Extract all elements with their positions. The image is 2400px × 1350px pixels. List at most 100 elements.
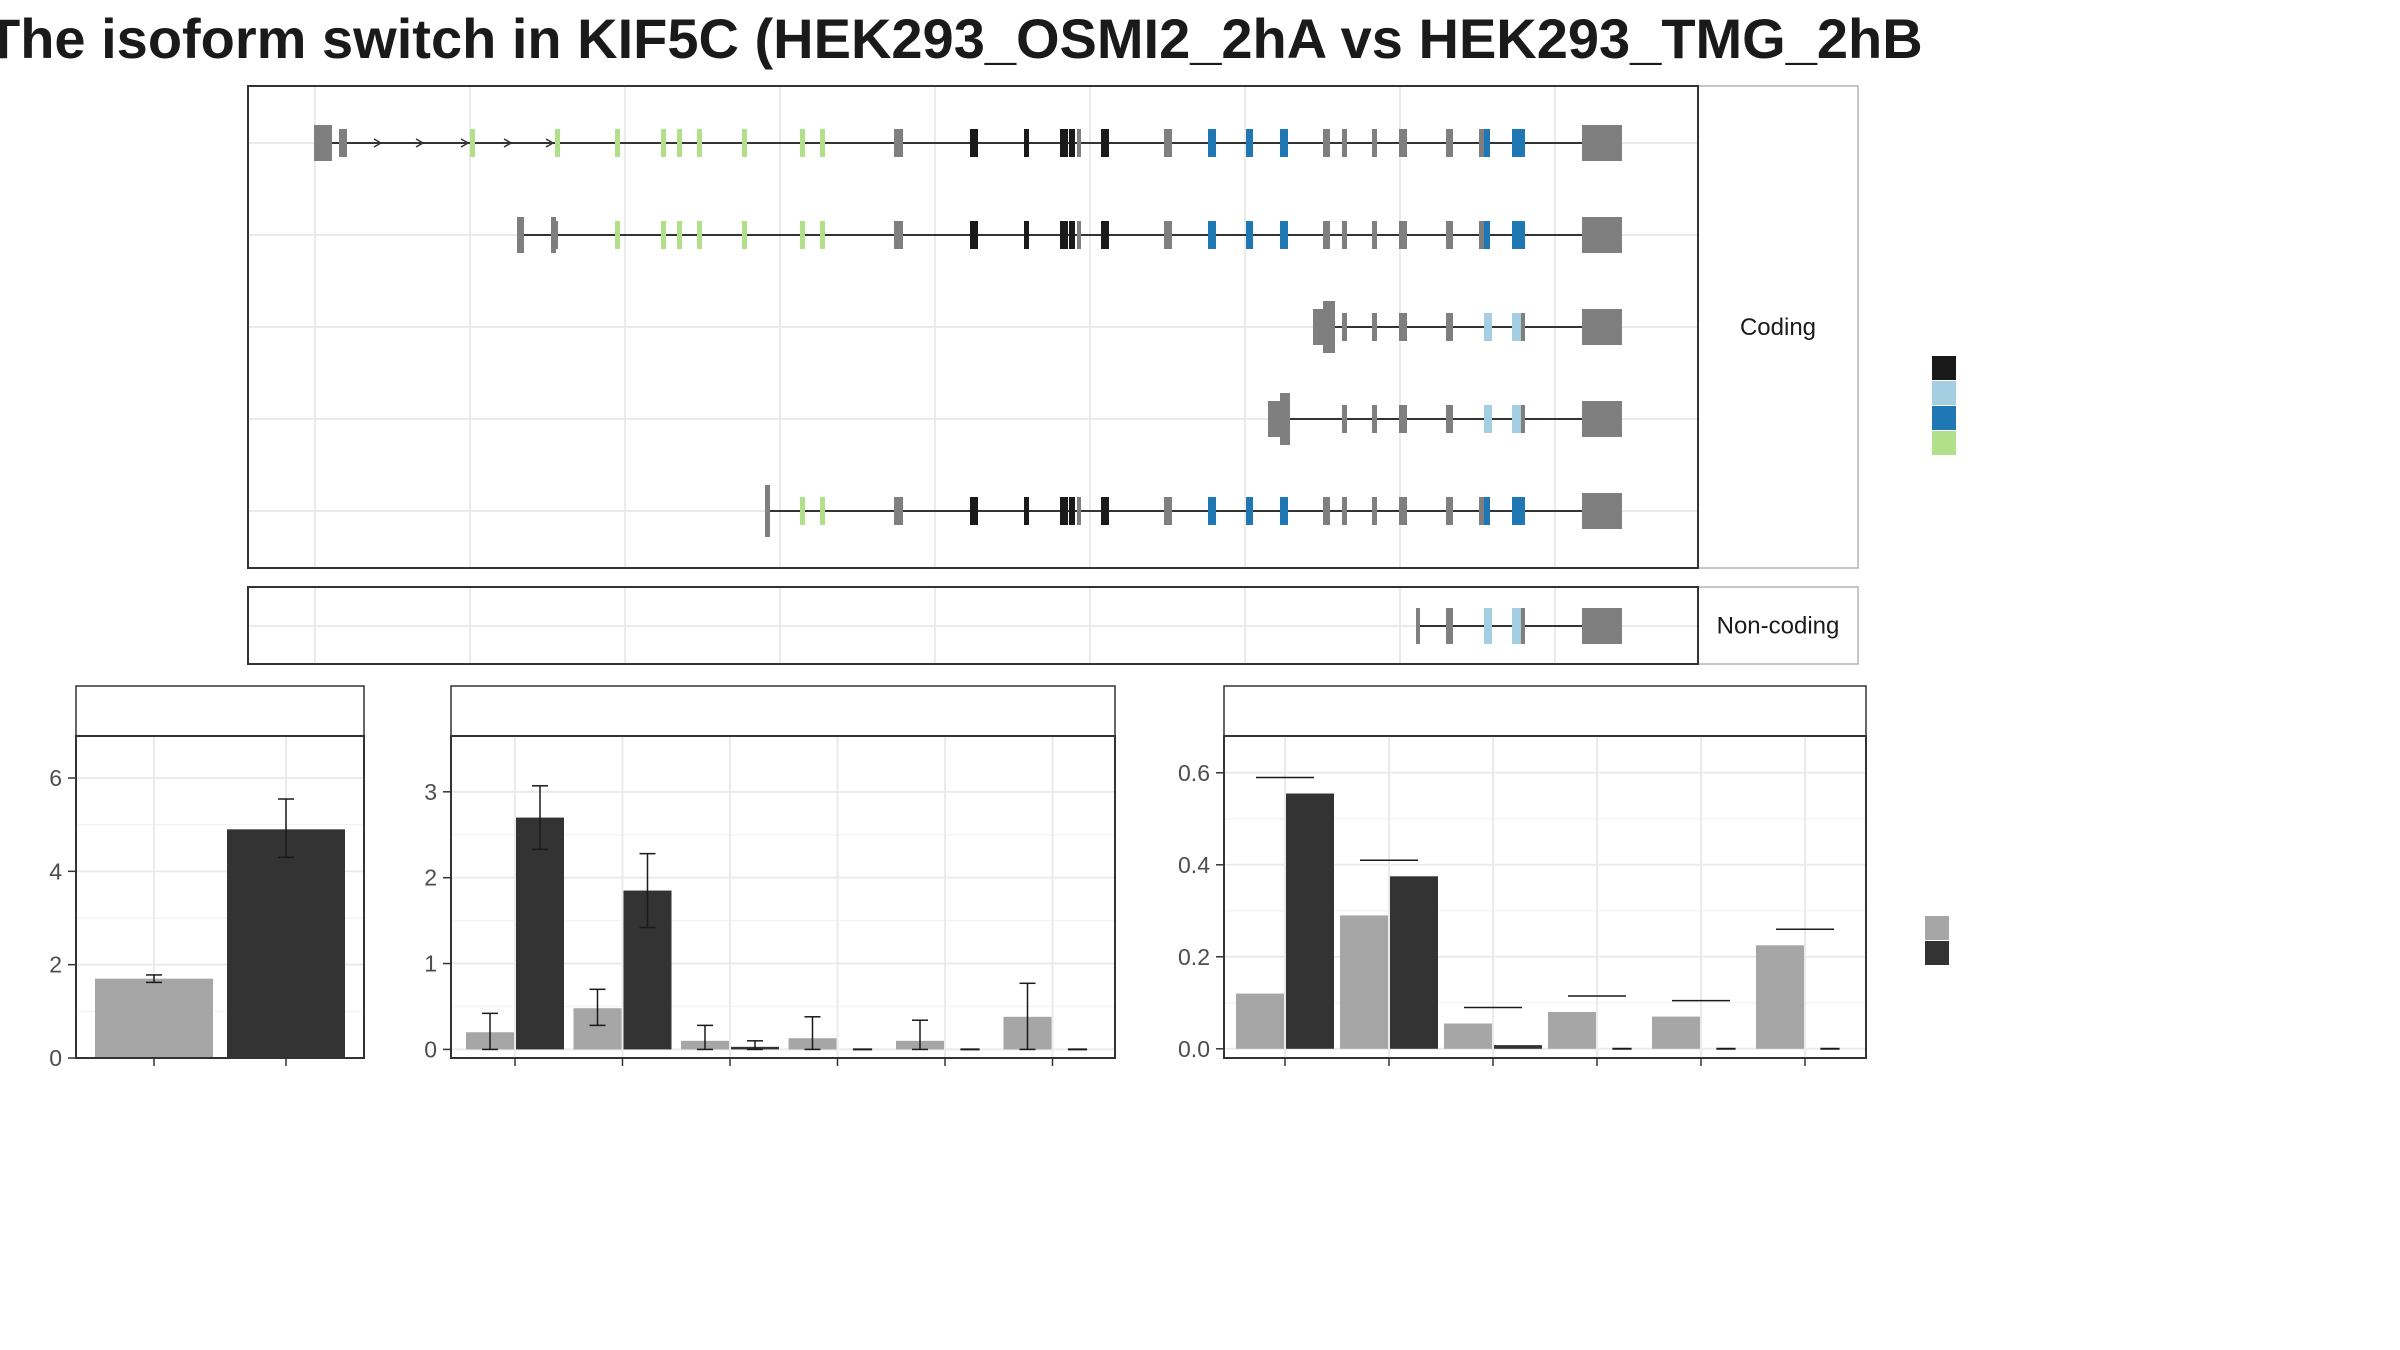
exon-block <box>1484 221 1490 249</box>
exon-block <box>1372 129 1377 157</box>
exon-block <box>1077 129 1081 157</box>
exon-block <box>1372 313 1377 341</box>
strand-arrow <box>545 138 555 148</box>
y-tick-label: 1 <box>424 951 437 977</box>
condition-legend-key <box>1925 941 1949 965</box>
exon-block <box>1280 221 1288 249</box>
exon-block <box>1521 608 1525 644</box>
panel-border <box>450 735 1116 1059</box>
exon-block <box>1521 129 1525 157</box>
exon-block <box>1484 608 1492 644</box>
exon-block <box>820 221 825 249</box>
y-tick-label: 0.0 <box>1178 1036 1210 1062</box>
exon-block <box>1416 608 1420 644</box>
panel-strip <box>450 685 1116 737</box>
exon-block <box>800 497 805 525</box>
exon-block <box>1164 497 1172 525</box>
exon-block <box>894 221 903 249</box>
utr-5prime <box>314 125 332 161</box>
bar <box>1340 915 1388 1049</box>
bar <box>95 978 213 1058</box>
exon-block <box>1372 405 1377 433</box>
exon-block <box>1323 301 1335 353</box>
exon-block <box>1246 221 1253 249</box>
exon-block <box>1060 221 1068 249</box>
exon-block <box>1521 405 1525 433</box>
y-tick-label: 6 <box>49 765 62 791</box>
exon-block <box>742 129 747 157</box>
exon-block <box>1446 313 1453 341</box>
exon-block <box>1484 497 1490 525</box>
exon-block <box>820 497 825 525</box>
y-tick-label: 4 <box>49 858 62 884</box>
exon-block <box>555 221 558 249</box>
exon-block <box>555 129 560 157</box>
coding-panel-border <box>247 85 1699 569</box>
exon-block <box>1399 405 1407 433</box>
exon-block <box>1479 221 1486 249</box>
exon-block <box>697 129 702 157</box>
strand-arrow <box>503 138 513 148</box>
exon-block <box>615 129 620 157</box>
domain-legend-key <box>1932 406 1956 430</box>
bar <box>1286 793 1334 1049</box>
exon-block <box>1323 129 1330 157</box>
exon-block <box>1060 497 1068 525</box>
exon-block <box>800 129 805 157</box>
exon-block <box>1101 129 1109 157</box>
exon-block <box>1024 221 1029 249</box>
bar <box>516 817 564 1050</box>
exon-block <box>1521 221 1525 249</box>
exon-block <box>1479 129 1486 157</box>
exon-block <box>1323 497 1330 525</box>
strip-box <box>1697 586 1859 665</box>
exon-block <box>1246 129 1253 157</box>
exon-block <box>1342 405 1347 433</box>
y-tick-label: 0.2 <box>1178 944 1210 970</box>
exon-block <box>1208 129 1216 157</box>
exon-block <box>470 129 475 157</box>
exon-block <box>1024 497 1029 525</box>
strip-label-noncoding: Non-coding <box>1717 613 1840 640</box>
exon-block <box>742 221 747 249</box>
exon-block <box>970 497 978 525</box>
panel-border <box>75 735 365 1059</box>
exon-block <box>1446 221 1453 249</box>
exon-block <box>1101 221 1109 249</box>
bar <box>1444 1023 1492 1049</box>
exon-block <box>677 221 682 249</box>
exon-block <box>1101 497 1109 525</box>
exon-block <box>1399 129 1407 157</box>
exon-block <box>1399 313 1407 341</box>
exon-block <box>677 129 682 157</box>
exon-block <box>1484 313 1492 341</box>
utr-3prime <box>1582 608 1622 644</box>
exon-block <box>1060 129 1068 157</box>
exon-block <box>1208 497 1216 525</box>
domain-legend-key <box>1932 381 1956 405</box>
exon-block <box>765 485 770 537</box>
exon-block <box>1280 129 1288 157</box>
exon-block <box>615 221 620 249</box>
exon-block <box>1446 129 1453 157</box>
strip-box <box>1697 85 1859 569</box>
exon-block <box>1512 129 1522 157</box>
exon-block <box>1484 405 1492 433</box>
exon-block <box>1164 129 1172 157</box>
exon-block <box>1024 129 1029 157</box>
strand-arrow <box>415 138 425 148</box>
exon-block <box>800 221 805 249</box>
exon-block <box>820 129 825 157</box>
exon-block <box>1069 221 1075 249</box>
exon-block <box>339 129 347 157</box>
exon-block <box>1512 405 1522 433</box>
exon-block <box>1280 497 1288 525</box>
bar <box>1756 945 1804 1049</box>
exon-block <box>1399 221 1407 249</box>
bar <box>1236 993 1284 1049</box>
exon-block <box>1208 221 1216 249</box>
utr-3prime <box>1582 309 1622 345</box>
bar <box>1390 876 1438 1049</box>
panel-strip <box>1223 685 1867 737</box>
